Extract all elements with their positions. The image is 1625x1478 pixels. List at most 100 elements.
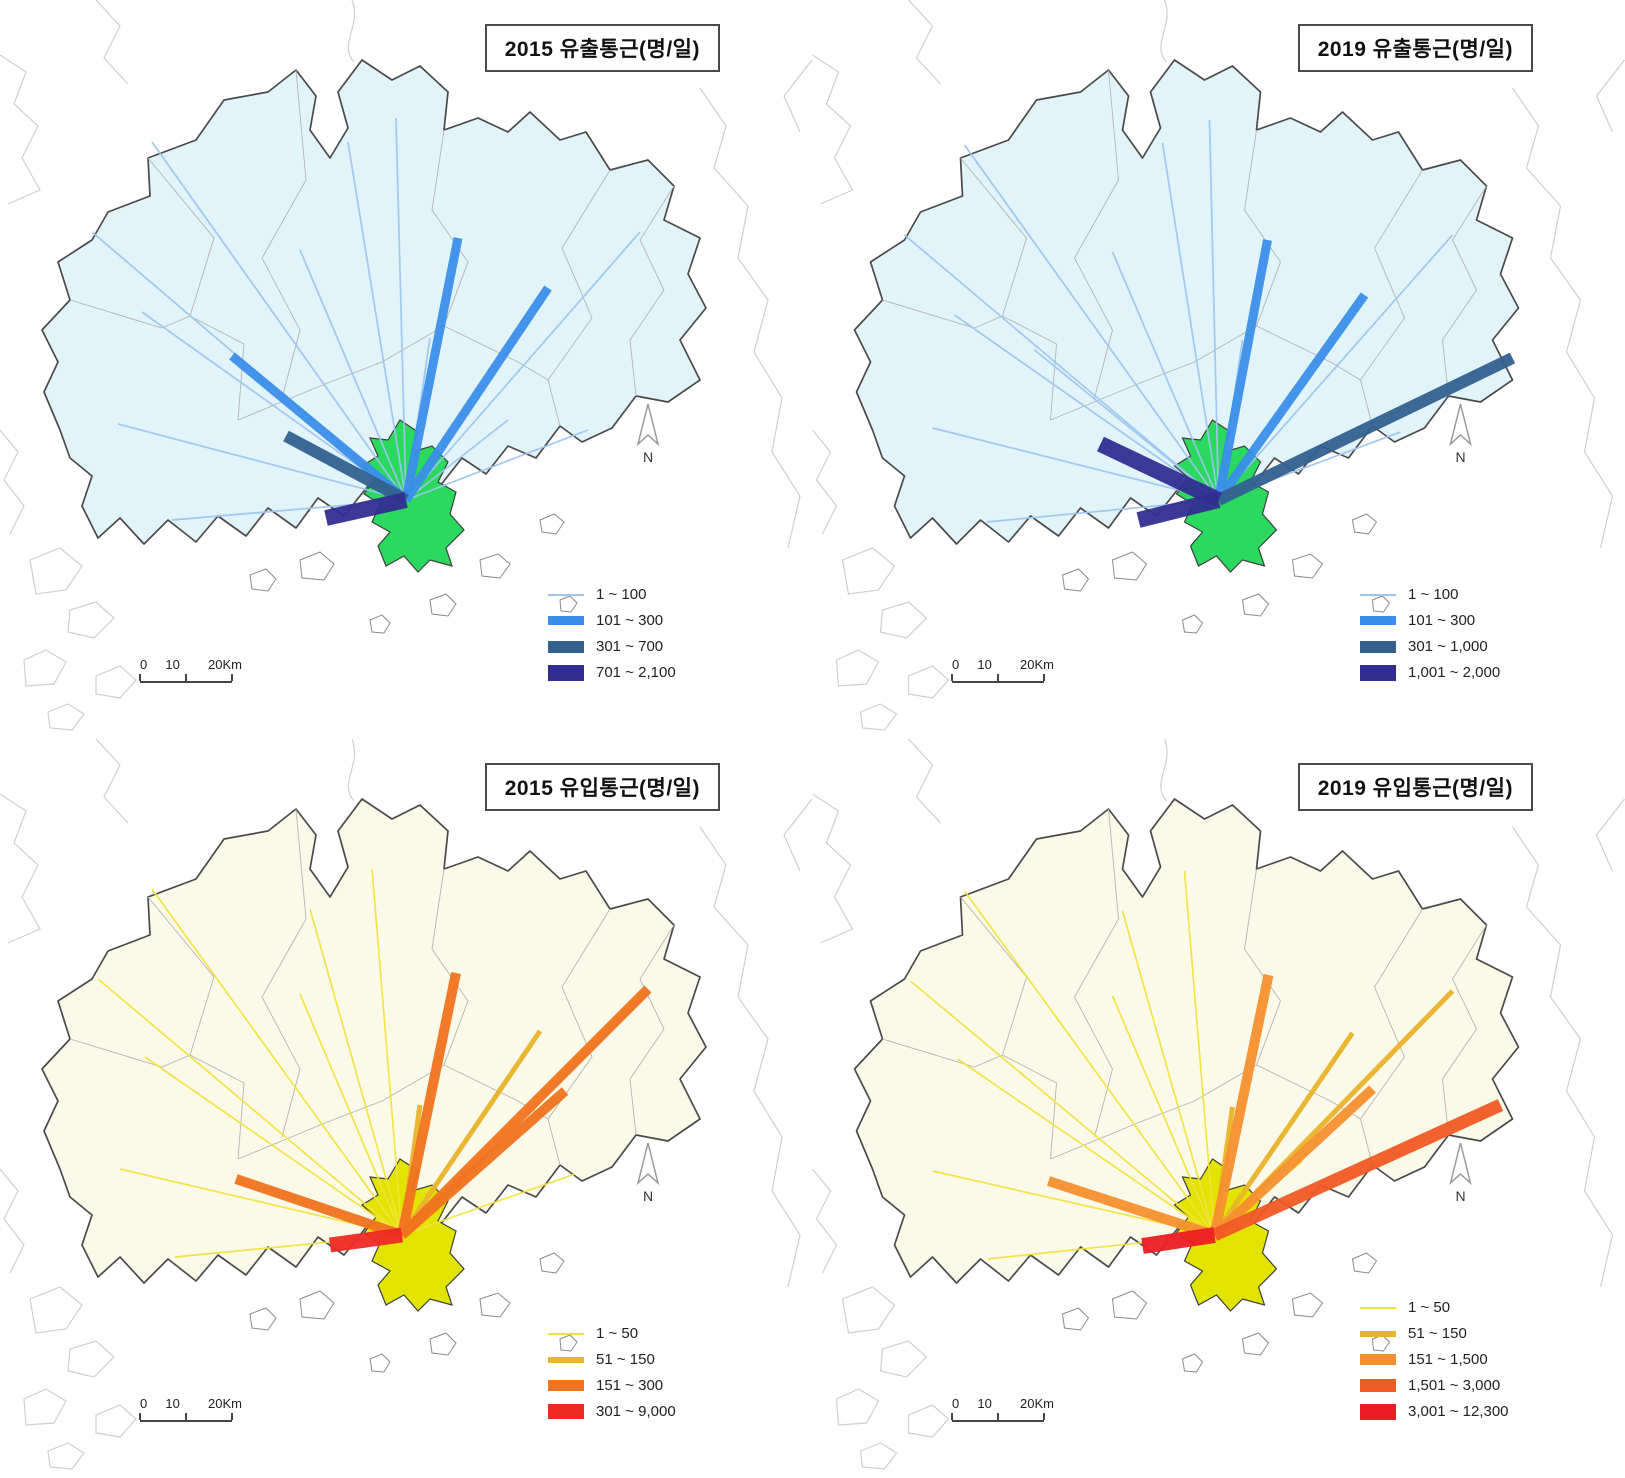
map-inflow-2019: N (812, 739, 1625, 1470)
district-boundary (69, 1038, 191, 1068)
flow-line (1033, 349, 1220, 501)
district-boundary (261, 808, 307, 1138)
flow-line (405, 419, 509, 501)
flow-line (328, 1227, 404, 1253)
flow-line (1136, 492, 1221, 528)
background-coastline (23, 649, 67, 687)
background-coastline (879, 1340, 928, 1378)
legend-item: 51 ~ 150 (1360, 1325, 1509, 1342)
legend-item: 101 ~ 300 (1360, 612, 1500, 629)
legend-label: 1 ~ 50 (1408, 1299, 1451, 1316)
background-coastline (347, 739, 356, 802)
legend-swatch (1360, 1403, 1396, 1420)
background-coastline (908, 739, 941, 824)
flow-line (347, 141, 407, 501)
flow-line (932, 427, 1219, 501)
legend-item: 301 ~ 9,000 (548, 1403, 676, 1420)
scalebar-labels: 0 10 20Km (140, 1396, 242, 1411)
background-coastline (812, 1168, 838, 1274)
district-boundary (1073, 808, 1119, 1138)
flow-line (1111, 995, 1216, 1236)
legend-swatch (548, 1404, 584, 1419)
background-coastline (1595, 798, 1625, 872)
legend-swatch (1360, 640, 1396, 653)
legend-swatch (548, 616, 584, 625)
island (539, 513, 565, 535)
island (249, 1307, 277, 1331)
north-arrow-icon (1449, 403, 1472, 447)
island (559, 1334, 578, 1352)
flow-line (151, 141, 407, 501)
island (1291, 1292, 1324, 1318)
flow-line (1215, 352, 1516, 506)
flow-line (1212, 1031, 1355, 1237)
scalebar-bar (139, 1413, 233, 1422)
flow-line (1111, 251, 1220, 501)
flow-line (405, 429, 589, 501)
background-coastline (812, 54, 854, 205)
panel-title: 2019 유출통근(명/일) (1297, 24, 1533, 72)
map-inflow-2015: N (0, 739, 812, 1470)
legend-item: 301 ~ 1,000 (1360, 638, 1500, 655)
background-coastline (835, 1388, 880, 1426)
flow-line (1097, 436, 1222, 508)
island (1291, 553, 1324, 579)
flow-line (963, 144, 1220, 501)
district-boundary (1244, 868, 1282, 1066)
panel-outflow-2015: N 2015 유출통근(명/일) 1 ~ 100 101 ~ 300 301 ~ 7… (0, 0, 812, 739)
legend-label: 51 ~ 150 (1408, 1325, 1467, 1342)
scalebar-bar (139, 674, 233, 683)
island (1241, 1332, 1270, 1356)
background-coastline (1160, 0, 1168, 63)
legend-item: 151 ~ 1,500 (1360, 1351, 1509, 1368)
legend-item: 3,001 ~ 12,300 (1360, 1403, 1509, 1420)
scalebar-labels: 0 10 20Km (140, 657, 242, 672)
background-coastline (1512, 826, 1614, 1288)
flow-line (299, 993, 403, 1236)
background-coastline (859, 1442, 898, 1470)
legend-item: 301 ~ 700 (548, 638, 676, 655)
background-coastline (95, 739, 129, 824)
scalebar-label: 0 (140, 657, 148, 672)
panel-title: 2015 유입통근(명/일) (484, 763, 720, 811)
island (1371, 595, 1391, 613)
legend: 1 ~ 100 101 ~ 300 301 ~ 700 701 ~ 2,100 (548, 586, 676, 681)
district-boundary (261, 69, 307, 399)
background-coastline (879, 601, 928, 639)
background-coastline (67, 1340, 115, 1378)
north-arrow-icon (636, 403, 660, 447)
district-boundary (1050, 1064, 1361, 1160)
background-coastline (0, 793, 41, 944)
panel-inflow-2015: N 2015 유입통근(명/일) 1 ~ 50 51 ~ 150 151 ~ 300… (0, 739, 812, 1478)
flow-line (97, 978, 403, 1236)
province-region (853, 798, 1520, 1284)
background-coastline (95, 1404, 137, 1438)
flow-line (401, 237, 463, 501)
background-coastline (812, 793, 854, 944)
district-boundary (69, 299, 191, 329)
scalebar: 0 10 20Km (139, 1396, 242, 1422)
flow-line (903, 234, 1220, 501)
panel-title: 2019 유입통근(명/일) (1297, 763, 1533, 811)
district-boundary (629, 924, 675, 1136)
legend-label: 701 ~ 2,100 (596, 664, 676, 681)
island (1181, 614, 1204, 634)
flow-line (324, 492, 408, 526)
flow-line (963, 890, 1216, 1236)
legend-item: 1 ~ 100 (548, 586, 676, 603)
district-boundary (431, 129, 469, 327)
island (559, 595, 578, 613)
background-coastline (47, 703, 85, 731)
district-boundary (629, 185, 675, 397)
background-coastline (835, 649, 880, 687)
background-coastline (1160, 739, 1168, 802)
legend-item: 701 ~ 2,100 (548, 664, 676, 681)
legend: 1 ~ 50 51 ~ 150 151 ~ 1,500 1,501 ~ 3,000 3,… (1360, 1299, 1509, 1420)
district-boundary (882, 1038, 1003, 1068)
legend-item: 1,001 ~ 2,000 (1360, 664, 1500, 681)
flow-line (144, 1056, 403, 1236)
district-boundary (1442, 924, 1487, 1136)
flow-line (299, 249, 407, 501)
background-coastline (95, 0, 129, 85)
